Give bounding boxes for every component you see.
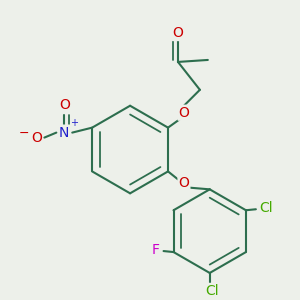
- Text: +: +: [70, 118, 78, 128]
- Text: O: O: [31, 130, 42, 145]
- Text: O: O: [178, 176, 189, 190]
- Text: O: O: [178, 106, 189, 120]
- Text: Cl: Cl: [205, 284, 218, 298]
- Text: Cl: Cl: [259, 201, 273, 215]
- Text: O: O: [172, 26, 183, 40]
- Text: O: O: [59, 98, 70, 112]
- Text: N: N: [59, 126, 70, 140]
- Text: −: −: [18, 127, 29, 140]
- Text: F: F: [152, 243, 160, 257]
